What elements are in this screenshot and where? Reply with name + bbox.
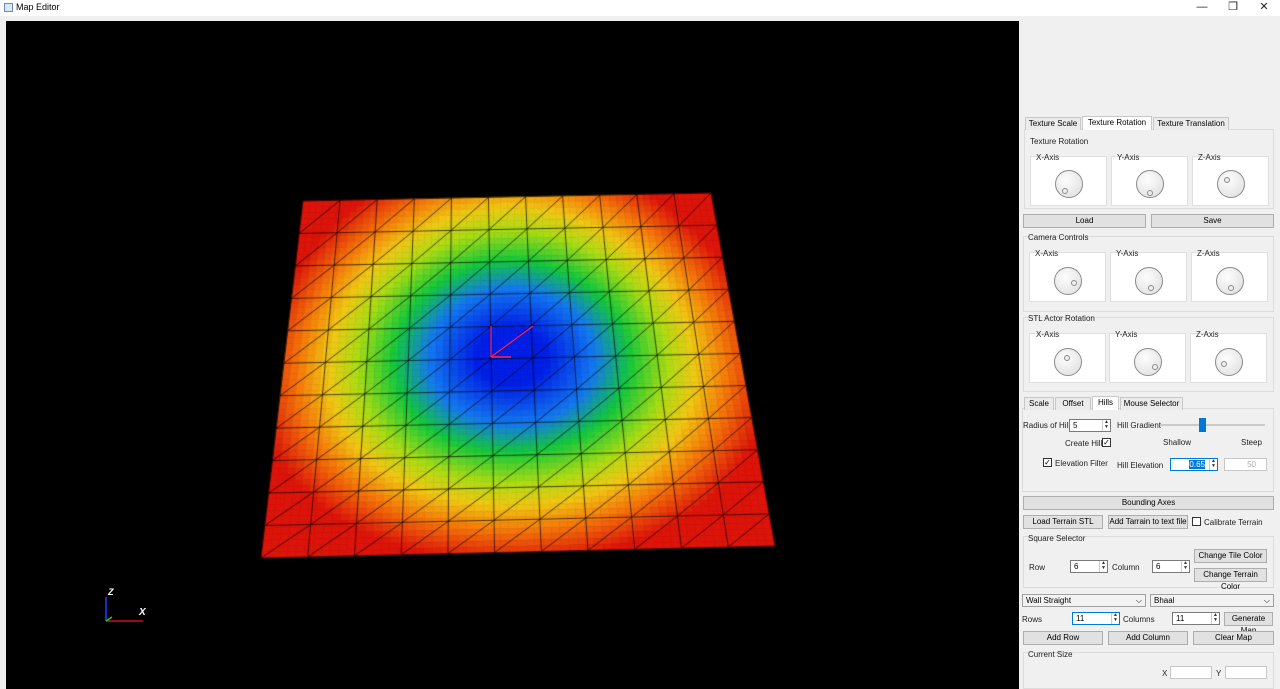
render-viewport[interactable]: Z X	[6, 21, 1019, 689]
hill-gradient-label: Hill Gradient	[1117, 421, 1162, 430]
steep-label: Steep	[1241, 438, 1262, 447]
tile-type-value: Wall Straight	[1026, 596, 1072, 605]
spin-arrows-icon[interactable]: ▲ ▼	[1209, 459, 1217, 470]
elevation-filter-label: Elevation Filter	[1055, 459, 1108, 468]
elevation-filter-checkbox[interactable]: ✓	[1043, 458, 1052, 467]
hill-elevation-spinbox[interactable]: 0.65 ▲ ▼	[1170, 458, 1218, 471]
change-tile-color-button[interactable]: Change Tile Color	[1194, 549, 1267, 563]
close-button[interactable]: ✕	[1259, 1, 1269, 13]
size-x-field	[1170, 666, 1212, 679]
tab-texture-scale[interactable]: Texture Scale	[1025, 117, 1081, 130]
cam-x-dial[interactable]	[1054, 267, 1082, 295]
cam-y-label: Y-Axis	[1116, 249, 1139, 258]
camera-controls-title: Camera Controls	[1028, 233, 1089, 242]
change-terrain-color-button[interactable]: Change Terrain Color	[1194, 568, 1267, 591]
chevron-down-icon: ⌵	[1135, 596, 1142, 605]
columns-spinbox[interactable]: 11 ▲ ▼	[1172, 612, 1220, 625]
radius-spinbox[interactable]: 5 ▲ ▼	[1069, 419, 1111, 432]
chevron-down-icon: ⌵	[1263, 596, 1270, 605]
tileset-dropdown[interactable]: Bhaal ⌵	[1150, 594, 1274, 607]
size-x-label: X	[1162, 669, 1168, 678]
current-size-title: Current Size	[1028, 650, 1073, 659]
columns-label: Columns	[1123, 615, 1155, 624]
disabled-spinbox: 50	[1224, 458, 1267, 471]
stl-x-dial[interactable]	[1054, 348, 1082, 376]
bounding-axes-button[interactable]: Bounding Axes	[1023, 496, 1274, 510]
cam-z-label: Z-Axis	[1197, 249, 1220, 258]
restore-button[interactable]: ❐	[1228, 1, 1238, 13]
row-label: Row	[1029, 563, 1046, 572]
size-y-field	[1225, 666, 1267, 679]
tab-texture-translation[interactable]: Texture Translation	[1153, 117, 1229, 130]
hill-gradient-slider-handle[interactable]	[1199, 418, 1206, 432]
axis-z-label: Z	[108, 587, 114, 597]
stl-z-label: Z-Axis	[1196, 330, 1219, 339]
save-button[interactable]: Save	[1151, 214, 1274, 228]
tab-hills[interactable]: Hills	[1092, 396, 1119, 410]
rows-value: 11	[1076, 614, 1085, 623]
add-column-button[interactable]: Add Column	[1108, 631, 1188, 645]
column-label: Column	[1112, 563, 1140, 572]
calibrate-terrain-checkbox[interactable]	[1192, 517, 1201, 526]
clear-map-button[interactable]: Clear Map	[1193, 631, 1274, 645]
create-hill-label: Create Hill	[1065, 439, 1103, 448]
stl-y-label: Y-Axis	[1115, 330, 1138, 339]
shallow-label: Shallow	[1163, 438, 1192, 447]
stl-x-label: X-Axis	[1036, 330, 1060, 339]
tex-y-label: Y-Axis	[1117, 153, 1140, 162]
tex-x-dial[interactable]	[1055, 170, 1083, 198]
hill-gradient-track[interactable]	[1160, 424, 1265, 426]
stl-y-dial[interactable]	[1134, 348, 1162, 376]
tex-x-label: X-Axis	[1036, 153, 1060, 162]
tile-type-dropdown[interactable]: Wall Straight ⌵	[1022, 594, 1146, 607]
size-y-label: Y	[1216, 669, 1222, 678]
calibrate-terrain-label: Calibrate Terrain	[1204, 518, 1263, 527]
tab-scale[interactable]: Scale	[1024, 397, 1054, 410]
tileset-value: Bhaal	[1154, 596, 1175, 605]
title-bar	[0, 0, 1280, 16]
tex-y-dial[interactable]	[1136, 170, 1164, 198]
column-value: 6	[1156, 562, 1161, 571]
spin-arrows-icon[interactable]: ▲ ▼	[1181, 561, 1189, 572]
window-title: Map Editor	[16, 2, 60, 12]
spin-arrows-icon[interactable]: ▲ ▼	[1102, 420, 1110, 431]
columns-value: 11	[1176, 614, 1185, 623]
radius-label: Radius of Hill	[1023, 421, 1071, 430]
rows-spinbox[interactable]: 11 ▲ ▼	[1072, 612, 1120, 625]
disabled-value: 50	[1247, 460, 1256, 469]
generate-map-button[interactable]: Generate Map	[1224, 612, 1273, 635]
square-selector-title: Square Selector	[1028, 534, 1086, 543]
axis-x-label: X	[139, 607, 146, 618]
orientation-axes-icon	[105, 325, 534, 622]
minimize-button[interactable]: —	[1196, 1, 1208, 13]
load-terrain-stl-button[interactable]: Load Terrain STL	[1023, 515, 1103, 529]
terrain-mesh[interactable]	[6, 21, 1019, 689]
tab-offset[interactable]: Offset	[1055, 397, 1091, 410]
app-icon	[4, 3, 13, 12]
spin-arrows-icon[interactable]: ▲ ▼	[1099, 561, 1107, 572]
tab-mouse-selector[interactable]: Mouse Selector	[1120, 397, 1183, 410]
cam-z-dial[interactable]	[1216, 267, 1244, 295]
add-row-button[interactable]: Add Row	[1023, 631, 1103, 645]
row-value: 6	[1074, 562, 1079, 571]
load-button[interactable]: Load	[1023, 214, 1146, 228]
hill-elevation-label: Hill Elevation	[1117, 461, 1164, 470]
column-spinbox[interactable]: 6 ▲ ▼	[1152, 560, 1190, 573]
stl-rotation-title: STL Actor Rotation	[1028, 314, 1095, 323]
hill-elevation-value: 0.65	[1189, 460, 1205, 469]
spin-arrows-icon[interactable]: ▲ ▼	[1111, 613, 1119, 624]
tab-texture-rotation[interactable]: Texture Rotation	[1082, 116, 1152, 130]
stl-z-dial[interactable]	[1215, 348, 1243, 376]
rows-label: Rows	[1022, 615, 1043, 624]
spin-arrows-icon[interactable]: ▲ ▼	[1211, 613, 1219, 624]
row-spinbox[interactable]: 6 ▲ ▼	[1070, 560, 1108, 573]
cam-x-label: X-Axis	[1035, 249, 1059, 258]
cam-y-dial[interactable]	[1135, 267, 1163, 295]
tex-z-label: Z-Axis	[1198, 153, 1221, 162]
create-hill-checkbox[interactable]: ✓	[1102, 438, 1111, 447]
radius-value: 5	[1073, 421, 1078, 430]
texture-rotation-title: Texture Rotation	[1030, 137, 1089, 146]
tex-z-dial[interactable]	[1217, 170, 1245, 198]
add-terrain-button[interactable]: Add Tarrain to text file	[1108, 515, 1188, 529]
